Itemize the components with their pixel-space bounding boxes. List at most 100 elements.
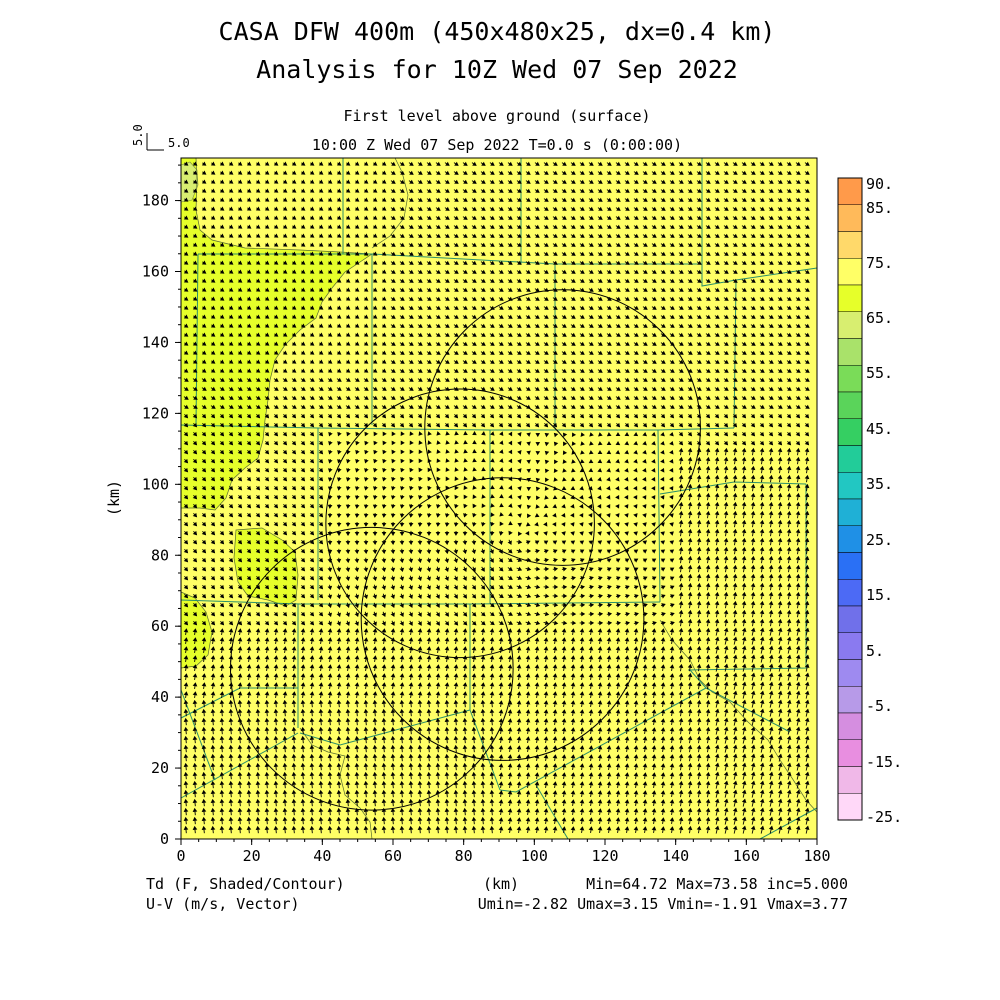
wind-vector-head [409,233,414,238]
wind-vector-head [291,206,297,211]
wind-vector-head [454,206,459,211]
wind-vector-head [634,197,639,202]
wind-vector-head [282,188,288,193]
wind-vector-head [508,161,513,166]
time-subtitle: 10:00 Z Wed 07 Sep 2022 T=0.0 s (0:00:00… [312,136,682,154]
wind-vector-head [436,170,441,175]
wind-vector-head [751,179,756,184]
wind-vector-head [571,215,576,220]
wind-vector-head [246,179,252,184]
wind-vector-head [517,242,522,247]
wind-vector-head [219,206,225,211]
wind-vector-head [409,242,414,247]
wind-vector-head [363,197,369,202]
wind-vector-head [291,233,297,238]
wind-vector-head [661,170,666,175]
wind-vector-head [427,206,432,211]
wind-vector-head [255,206,261,211]
wind-vector-head [796,170,801,175]
wind-vector-head [345,251,351,256]
wind-vector-head [327,188,333,193]
wind-vector-head [724,197,729,202]
wind-vector-head [445,215,450,220]
wind-vector-head [454,188,459,193]
wind-vector-head [751,215,756,220]
wind-vector-head [733,242,738,247]
wind-vector-head [282,251,288,256]
wind-vector-head [679,251,684,256]
wind-vector-head [715,197,720,202]
wind-vector-head [778,224,783,229]
wind-vector-head [733,179,738,184]
wind-vector-head [544,206,549,211]
wind-vector-head [742,188,747,193]
wind-vector-head [787,179,792,184]
wind-vector-head [535,197,540,202]
wind-vector-head [724,251,729,256]
wind-vector-head [733,161,738,166]
wind-vector-head [724,233,729,238]
wind-vector-head [517,188,522,193]
wind-vector-head [562,188,567,193]
wind-vector-head [336,197,342,202]
wind-vector-head [751,233,756,238]
wind-vector-head [598,179,603,184]
wind-vector-head [481,224,486,229]
wind-vector-head [526,206,531,211]
wind-vector-head [336,251,342,256]
wind-vector-head [589,215,594,220]
wind-vector-head [553,197,558,202]
wind-vector-head [436,215,441,220]
wind-vector-head [372,170,378,175]
wind-vector-head [661,233,666,238]
wind-vector-head [201,161,207,166]
wind-vector-head [192,215,198,220]
wind-vector-head [562,251,567,256]
wind-vector-head [318,215,324,220]
wind-vector-head [697,242,702,247]
wind-vector-head [282,161,288,166]
wind-vector-head [688,224,693,229]
wind-vector-head [499,233,504,238]
wind-vector-head [210,179,216,184]
wind-vector-head [778,242,783,247]
wind-vector-head [246,188,252,193]
wind-vector-head [553,251,558,256]
wind-vector-head [309,188,315,193]
wind-vector-head [535,233,540,238]
wind-vector-head [625,206,630,211]
wind-vector-head [499,242,504,247]
wind-vector-head [454,197,459,202]
wind-vector-head [607,206,612,211]
wind-vector-head [391,170,396,175]
wind-vector-head [391,242,396,247]
wind-vector-head [219,161,225,166]
wind-vector-head [472,242,477,247]
wind-vector-head [318,197,324,202]
wind-vector-head [300,188,306,193]
wind-vector-head [580,179,585,184]
wind-vector-head [742,242,747,247]
wind-vector-head [210,260,216,265]
wind-vector-head [526,251,531,256]
wind-vector-head [418,233,423,238]
wind-vector-head [409,206,414,211]
wind-vector-head [724,188,729,193]
wind-vector-head [769,161,774,166]
wind-vector-head [544,170,549,175]
wind-vector-head [670,197,675,202]
wind-vector-head [273,197,279,202]
wind-vector-head [300,206,306,211]
wind-vector-head [562,224,567,229]
wind-vector-head [463,233,468,238]
wind-vector-head [418,170,423,175]
wind-vector-head [264,188,270,193]
wind-vector-head [661,179,666,184]
wind-vector-head [291,179,297,184]
wind-vector-head [607,251,612,256]
wind-vector-head [336,242,342,247]
wind-vector-head [724,179,729,184]
wind-vector-head [409,251,414,256]
wind-vector-head [282,206,288,211]
wind-vector-head [733,206,738,211]
